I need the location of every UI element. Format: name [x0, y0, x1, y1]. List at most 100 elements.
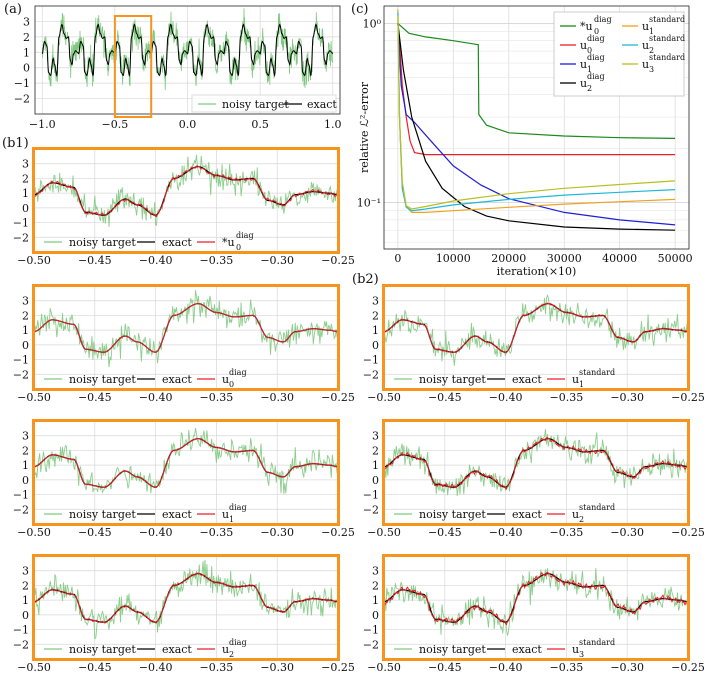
ytick-label: −1 — [363, 354, 379, 367]
chart-c: 0 10000 20000 30000 40000 50000 10⁰ 10⁻¹ iterati… — [357, 5, 693, 278]
ytick-label: 0 — [23, 62, 30, 75]
xtick-label: −0.40 — [139, 391, 173, 404]
xtick-label: −0.30 — [610, 661, 644, 674]
xtick-label: −0.50 — [17, 391, 51, 404]
legend-exact-label: exact — [162, 236, 192, 249]
ytick-label: 2 — [22, 172, 29, 185]
fit-line — [383, 571, 689, 626]
ytick-label: 1 — [372, 459, 379, 472]
xtick-label: 0.0 — [179, 118, 197, 131]
ytick-label: 2 — [372, 444, 379, 457]
xtick-label: −0.35 — [200, 391, 234, 404]
legend-label-base: u — [642, 58, 649, 71]
fit-line — [383, 302, 689, 354]
xtick-label: −0.25 — [321, 391, 355, 404]
legend-label-sub: 1 — [587, 65, 592, 74]
legend-box — [191, 94, 337, 113]
fit-line — [33, 572, 339, 624]
legend-label-sup: diag — [587, 34, 605, 43]
legend-noisy-label: noisy target — [69, 373, 136, 386]
ytick-label: 2 — [23, 31, 30, 44]
xtick-label: −0.35 — [550, 526, 584, 539]
legend-fit-sub: 2 — [229, 650, 234, 659]
fit-line — [34, 303, 338, 353]
ytick-label: 3 — [22, 158, 29, 171]
axes-frame — [34, 5, 341, 115]
ytick-label: −2 — [13, 503, 29, 516]
ytick-label: 0 — [372, 339, 379, 352]
legend-fit-sub: 3 — [579, 650, 584, 659]
xtick-label: −0.40 — [489, 661, 523, 674]
xtick-label: −0.30 — [260, 254, 294, 267]
xtick-label: 30000 — [547, 252, 582, 265]
legend-label-sup: standard — [649, 15, 685, 24]
ytick-label: −2 — [13, 231, 29, 244]
xtick-label: −0.50 — [367, 391, 401, 404]
ytick-label: 1 — [372, 594, 379, 607]
xtick-label: −0.40 — [139, 254, 173, 267]
legend-noisy-label: noisy target — [69, 236, 136, 249]
y-axis-label: relative ℒ²-error — [358, 81, 371, 173]
xtick-label: −0.25 — [321, 254, 355, 267]
xtick-label: 1.0 — [324, 118, 342, 131]
ytick-label: 0 — [22, 339, 29, 352]
ytick-label: 1 — [23, 46, 30, 59]
legend-fit-sup: standard — [579, 638, 615, 647]
xtick-label: −0.5 — [102, 118, 129, 131]
legend-exact-label: exact — [307, 98, 337, 111]
legend-label-base: u — [580, 39, 587, 52]
xtick-label: 0.5 — [251, 118, 269, 131]
xtick-label: −0.30 — [610, 391, 644, 404]
xtick-label: −0.40 — [139, 526, 173, 539]
legend-label-base: u — [580, 58, 587, 71]
ytick-label: 1 — [372, 324, 379, 337]
fit-line — [33, 437, 339, 488]
axes-frame — [383, 5, 690, 250]
legend-fit-sub: 2 — [579, 515, 584, 524]
legend-fit-sup: standard — [579, 503, 615, 512]
ytick-label: 2 — [22, 579, 29, 592]
legend-label-sub: 1 — [649, 27, 654, 36]
ytick-label: 0 — [22, 474, 29, 487]
chart-a: −1.0 −0.5 0.0 0.5 1.0 −2 −1 0 1 2 3 noisy target exa… — [14, 5, 342, 131]
legend-exact-label: exact — [512, 643, 542, 656]
chart-u1diag: −0.50 −0.45 −0.40 −0.35 −0.30 −0.25 −2−1 0 1 23 no… — [13, 419, 355, 539]
xtick-label: −0.45 — [428, 526, 462, 539]
series-line — [397, 23, 676, 231]
legend-fit-sub: 1 — [229, 515, 234, 524]
panel-frame — [32, 554, 340, 661]
xtick-label: −0.45 — [428, 391, 462, 404]
legend-label-base: *u — [580, 20, 593, 33]
xtick-label: −0.40 — [489, 526, 523, 539]
exact-line — [41, 23, 334, 78]
legend-fit-base: u — [572, 373, 579, 386]
legend-noisy-label: noisy target — [419, 643, 486, 656]
series-line — [397, 22, 676, 139]
legend-noisy-label: noisy target — [69, 643, 136, 656]
xtick-label: 40000 — [602, 252, 637, 265]
ytick-label: −1 — [14, 77, 30, 90]
legend-label-base: u — [580, 77, 587, 90]
legend-fit-base: u — [222, 508, 229, 521]
chart-u2diag: −0.50 −0.45 −0.40 −0.35 −0.30 −0.25−2−10123no… — [13, 554, 355, 674]
xtick-label: −0.25 — [321, 526, 355, 539]
ytick-label: 3 — [372, 295, 379, 308]
ytick-label: 2 — [22, 309, 29, 322]
panel-frame — [32, 419, 340, 526]
legend-label-base: u — [642, 20, 649, 33]
xtick-label: −0.45 — [428, 661, 462, 674]
chart-b1: −0.50 −0.45 −0.40 −0.35 −0.30 −0.25 −2−1 0 1 23 no… — [13, 147, 355, 267]
ytick-label: 1 — [22, 187, 29, 200]
xtick-label: −0.35 — [550, 661, 584, 674]
xtick-label: −0.40 — [489, 391, 523, 404]
ytick-label: 3 — [22, 430, 29, 443]
ytick-label: −2 — [13, 638, 29, 651]
xtick-label: 20000 — [491, 252, 526, 265]
ytick-label: 0 — [372, 474, 379, 487]
panel-label-c: (c) — [351, 2, 369, 17]
xtick-label: 50000 — [658, 252, 693, 265]
panel-frame — [32, 147, 340, 254]
noisy-target-line — [33, 154, 339, 227]
ytick-label: 2 — [372, 309, 379, 322]
ytick-label: 10⁰ — [363, 17, 382, 30]
